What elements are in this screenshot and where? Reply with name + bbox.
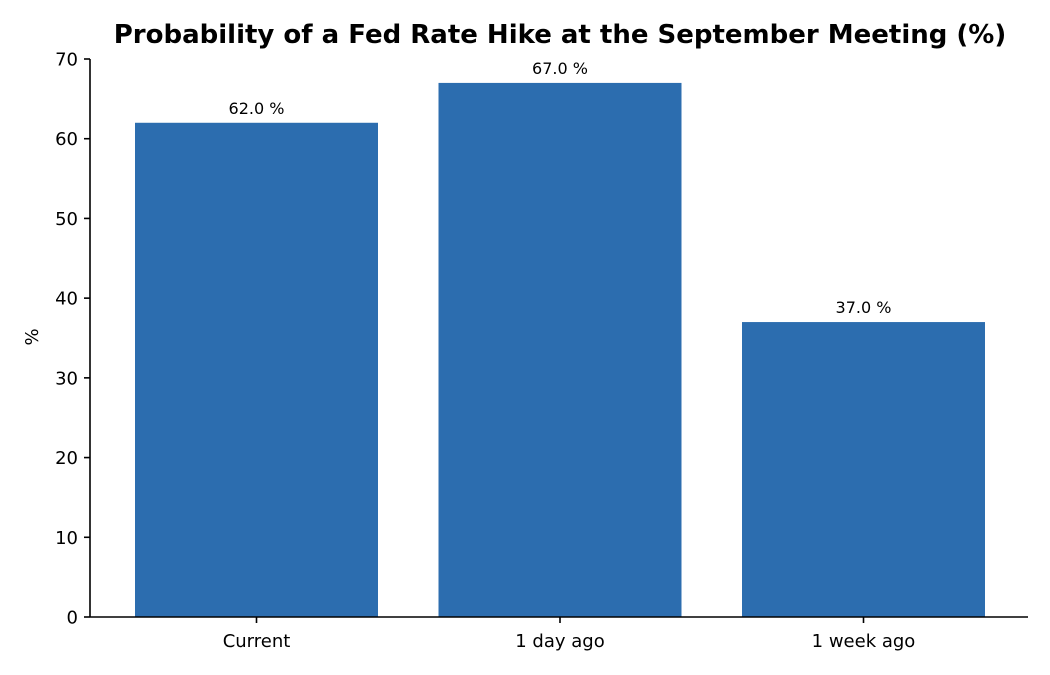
data-label: 67.0 % — [532, 59, 588, 78]
bars-layer — [135, 82, 985, 618]
bar — [438, 82, 682, 617]
y-tick-label: 20 — [55, 448, 78, 469]
chart-title: Probability of a Fed Rate Hike at the Se… — [114, 20, 1007, 50]
data-label: 37.0 % — [836, 298, 892, 317]
y-tick-label: 60 — [55, 129, 78, 150]
y-tick-label: 10 — [55, 528, 78, 549]
bar — [135, 122, 378, 618]
bar — [742, 322, 985, 617]
axes-layer: 0 10 20 30 40 50 60 70 Current 1 day ago 1 week ag… — [55, 50, 1028, 652]
y-tick-label: 0 — [67, 608, 78, 629]
y-tick-label: 40 — [55, 289, 78, 310]
y-tick-label: 50 — [55, 209, 78, 230]
y-axis-title: % — [22, 328, 43, 345]
x-tick-label: Current — [223, 631, 291, 652]
x-tick-label: 1 day ago — [515, 631, 604, 652]
y-tick-label: 30 — [55, 368, 78, 389]
data-label: 62.0 % — [229, 99, 285, 118]
y-tick-label: 70 — [55, 50, 78, 71]
x-tick-label: 1 week ago — [812, 631, 916, 652]
data-labels-layer: 62.0 % 67.0 % 37.0 % — [229, 59, 892, 317]
